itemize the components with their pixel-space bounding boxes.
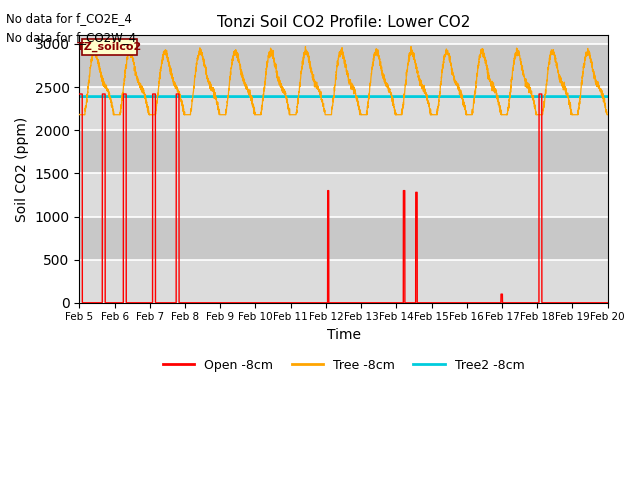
Legend: Open -8cm, Tree -8cm, Tree2 -8cm: Open -8cm, Tree -8cm, Tree2 -8cm (157, 354, 529, 377)
Bar (79, 216, 608, 260)
Y-axis label: Soil CO2 (ppm): Soil CO2 (ppm) (15, 117, 29, 222)
FancyBboxPatch shape (82, 39, 137, 55)
Bar (79, 44, 608, 87)
Title: Tonzi Soil CO2 Profile: Lower CO2: Tonzi Soil CO2 Profile: Lower CO2 (217, 15, 470, 30)
Bar (79, 130, 608, 173)
Bar (79, 173, 608, 216)
X-axis label: Time: Time (326, 328, 360, 342)
Bar (79, 260, 608, 303)
Text: TZ_soilco2: TZ_soilco2 (77, 42, 142, 52)
Text: No data for f_CO2W_4: No data for f_CO2W_4 (6, 31, 136, 44)
Text: No data for f_CO2E_4: No data for f_CO2E_4 (6, 12, 132, 25)
Bar (79, 87, 608, 130)
